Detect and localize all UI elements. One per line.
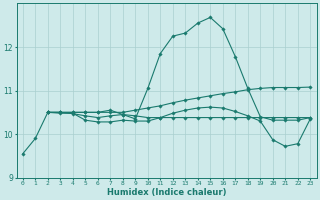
X-axis label: Humidex (Indice chaleur): Humidex (Indice chaleur): [107, 188, 226, 197]
